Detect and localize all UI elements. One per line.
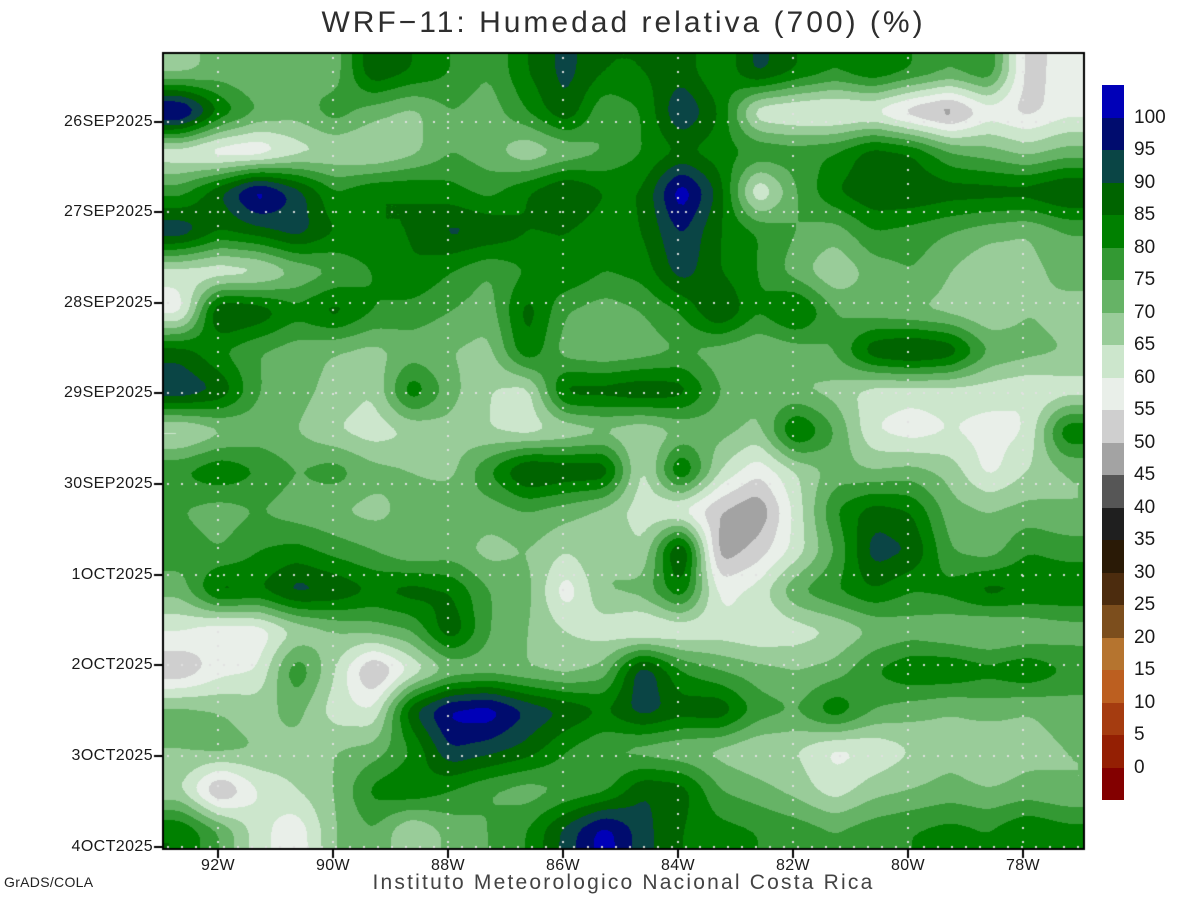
colorbar-block [1102,735,1124,768]
y-axis-label: 28SEP2025 [63,294,153,311]
colorbar-label: 95 [1134,139,1156,160]
colorbar-label: 100 [1134,106,1166,128]
colorbar-block [1102,572,1124,605]
colorbar-label: 20 [1134,626,1156,648]
x-axis-label: 82W [775,857,811,874]
colorbar-label: 70 [1134,301,1156,323]
colorbar-block [1102,150,1124,183]
x-axis-label: 86W [545,857,581,874]
colorbar-block [1102,507,1124,540]
colorbar-block [1102,540,1124,573]
colorbar-label: 40 [1134,496,1156,518]
colorbar-block [1102,605,1124,638]
colorbar-block [1102,475,1124,508]
x-axis-label: 80W [890,857,926,874]
colorbar-block [1102,280,1124,313]
colorbar-block [1102,312,1124,345]
y-axis-label: 29SEP2025 [63,384,153,401]
colorbar-label: 30 [1134,561,1156,583]
colorbar-block [1102,85,1124,118]
x-axis-label: 92W [200,857,236,874]
colorbar-label: 45 [1134,464,1156,485]
y-axis-label: 2OCT2025 [71,656,153,673]
colorbar-label: 35 [1134,529,1156,550]
colorbar-label: 25 [1134,594,1156,615]
colorbar-label: 75 [1134,269,1156,290]
colorbar-block [1102,702,1124,735]
x-axis-label: 78W [1005,857,1041,874]
y-axis-label: 26SEP2025 [63,113,153,130]
y-axis-label: 4OCT2025 [71,838,153,855]
colorbar-block [1102,442,1124,475]
page-title: WRF−11: Humedad relativa (700) (%) [321,6,926,39]
x-axis-label: 88W [430,857,466,874]
colorbar-label: 60 [1134,366,1156,388]
y-axis-label: 27SEP2025 [63,203,153,220]
colorbar-block [1102,345,1124,378]
colorbar-label: 55 [1134,399,1156,420]
y-axis-label: 3OCT2025 [71,747,153,764]
grads-cola-credit: GrADS/COLA [4,874,94,890]
colorbar-block [1102,215,1124,248]
colorbar-block [1102,247,1124,280]
colorbar [1102,85,1124,800]
colorbar-label: 10 [1134,691,1156,713]
colorbar-block [1102,637,1124,670]
colorbar-block [1102,117,1124,150]
colorbar-block [1102,377,1124,410]
x-axis-label: 84W [660,857,696,874]
colorbar-block [1102,182,1124,215]
colorbar-label: 15 [1134,659,1156,680]
colorbar-block [1102,410,1124,443]
colorbar-label: 85 [1134,204,1156,225]
colorbar-label: 50 [1134,431,1156,453]
colorbar-block [1102,767,1124,800]
footer-caption: Instituto Meteorologico Nacional Costa R… [372,871,875,894]
colorbar-label: 90 [1134,171,1156,193]
colorbar-block [1102,670,1124,703]
y-axis-label: 1OCT2025 [71,566,153,583]
colorbar-label: 0 [1134,756,1145,778]
x-axis-label: 90W [315,857,351,874]
y-axis-label: 30SEP2025 [63,475,153,492]
colorbar-label: 65 [1134,334,1156,355]
colorbar-label: 5 [1134,724,1145,745]
colorbar-label: 80 [1134,236,1156,258]
